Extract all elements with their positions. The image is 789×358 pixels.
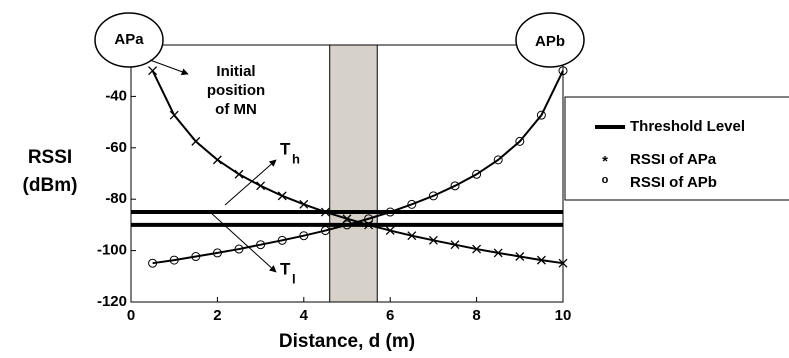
annotation-text: position — [207, 82, 265, 99]
legend-symbol: o — [602, 174, 609, 186]
marker — [536, 255, 546, 265]
annotation-text: of MN — [215, 101, 257, 118]
x-tick-label: 6 — [386, 307, 394, 324]
ap-b-label: APb — [535, 33, 565, 50]
marker — [212, 248, 222, 258]
annotation-arrow — [224, 159, 277, 206]
marker — [169, 255, 179, 265]
ap-a-node — [94, 12, 164, 68]
marker — [320, 207, 330, 217]
annotation-subscript: l — [292, 271, 296, 286]
y-axis-label: (dBm) — [23, 175, 78, 196]
y-tick-label: -80 — [105, 190, 127, 207]
marker — [515, 252, 525, 261]
marker — [256, 240, 266, 250]
annotation-text: Initial — [216, 63, 255, 80]
ap-a-label: APa — [114, 31, 144, 48]
marker — [148, 66, 158, 76]
annotation-text: T — [280, 259, 291, 278]
marker — [385, 226, 395, 236]
x-tick-label: 10 — [555, 307, 572, 324]
marker — [428, 191, 438, 201]
marker — [515, 136, 525, 146]
legend: Threshold Level * RSSI of APa o RSSI of … — [564, 96, 789, 201]
marker — [169, 110, 179, 120]
legend-label: RSSI of APa — [630, 151, 717, 168]
marker — [320, 226, 330, 236]
x-tick-label: 0 — [127, 307, 135, 324]
y-axis-label: RSSI — [28, 147, 72, 168]
marker — [472, 169, 482, 179]
annotation-arrow — [149, 59, 189, 76]
marker — [364, 214, 374, 224]
x-tick-label: 4 — [300, 307, 309, 324]
marker — [407, 199, 417, 209]
marker — [493, 248, 503, 258]
marker — [212, 155, 222, 165]
legend-box — [564, 96, 789, 201]
marker — [256, 181, 266, 191]
y-tick-label: -120 — [97, 293, 127, 310]
marker — [385, 207, 395, 217]
legend-label: RSSI of APb — [630, 174, 717, 191]
marker — [191, 252, 201, 262]
annotation-arrow — [209, 211, 277, 273]
marker — [191, 136, 201, 146]
marker — [277, 235, 287, 245]
plot-frame — [130, 44, 564, 303]
legend-label: Threshold Level — [630, 118, 745, 135]
marker — [299, 231, 309, 241]
marker — [277, 191, 287, 201]
ap-b-node — [515, 12, 585, 68]
y-tick-label: -100 — [97, 242, 127, 259]
marker — [536, 110, 546, 120]
marker — [450, 240, 460, 250]
marker — [234, 244, 244, 254]
marker — [299, 199, 309, 209]
plot-area: 0 2 4 6 8 10 -120 -100 -80 -60 -40 — [97, 44, 572, 324]
legend-symbol: * — [602, 153, 608, 170]
marker — [472, 244, 482, 254]
x-tick-label: 2 — [213, 307, 221, 324]
shaded-region — [329, 44, 378, 303]
marker — [148, 258, 158, 268]
marker — [407, 231, 417, 241]
marker — [234, 169, 244, 179]
marker — [342, 220, 352, 230]
y-tick-label: -40 — [105, 87, 127, 104]
x-axis-label: Distance, d (m) — [279, 331, 415, 352]
x-tick-label: 8 — [472, 307, 480, 324]
marker — [450, 181, 460, 191]
marker — [428, 235, 438, 245]
annotation-text: T — [280, 139, 291, 158]
annotation-subscript: h — [292, 151, 300, 166]
y-tick-label: -60 — [105, 139, 127, 156]
marker — [493, 155, 503, 165]
